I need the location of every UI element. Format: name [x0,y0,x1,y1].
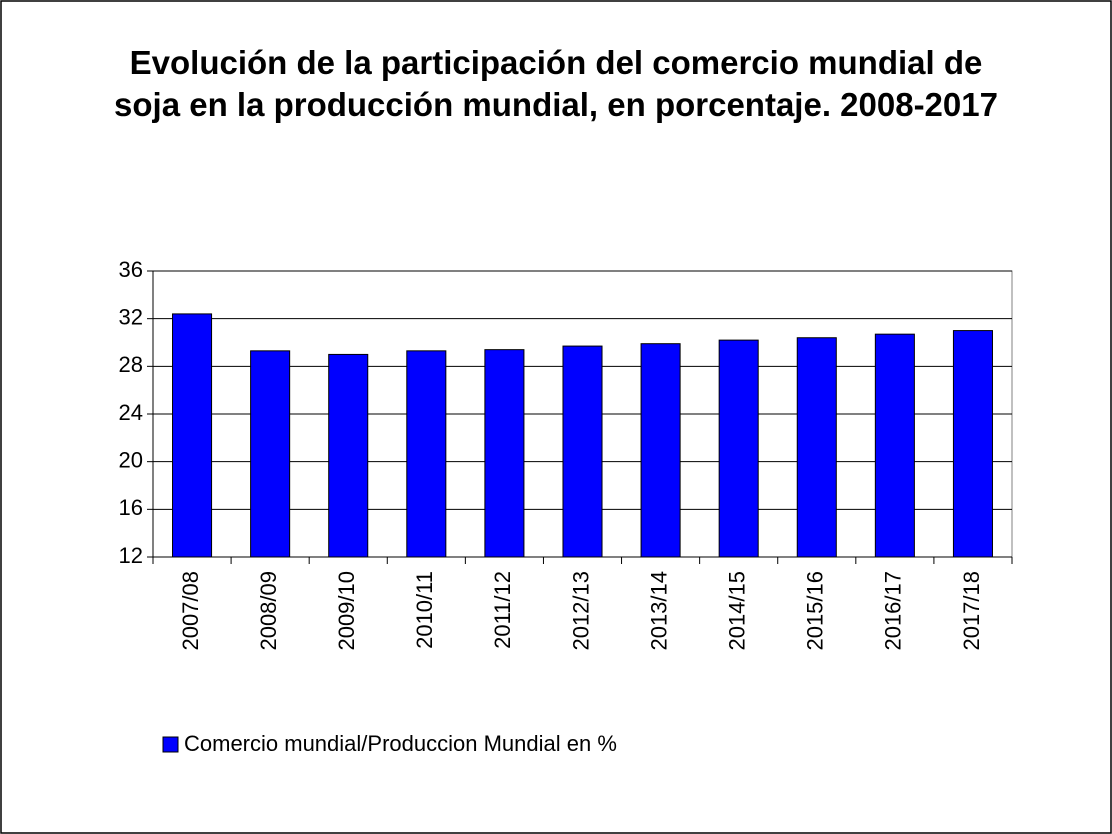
x-tick-label: 2011/12 [490,571,515,649]
y-tick-label: 20 [119,447,143,472]
x-tick-label: 2010/11 [412,571,437,649]
bar [952,330,993,558]
bar [328,353,369,558]
x-tick-label: 2009/10 [334,571,359,651]
y-tick-label: 28 [119,352,143,377]
x-tick-label: 2013/14 [646,571,671,651]
bar [718,339,759,558]
legend-label: Comercio mundial/Produccion Mundial en % [184,731,617,756]
bar [562,345,603,558]
chart-title: Evolución de la participación del comerc… [114,44,998,123]
x-tick-label: 2017/18 [959,571,984,651]
x-tick-label: 2015/16 [803,571,828,651]
legend-swatch [162,736,179,753]
y-tick-label: 24 [119,400,143,425]
x-tick-label: 2007/08 [178,571,203,651]
y-tick-label: 36 [119,257,143,282]
y-tick-label: 32 [119,304,143,329]
y-tick-label: 16 [119,495,143,520]
x-tick-label: 2016/17 [881,571,906,651]
bar [250,350,291,558]
bar [406,350,447,558]
bar [874,333,915,558]
bar [484,349,525,558]
x-tick-label: 2008/09 [256,571,281,651]
bar [172,313,213,558]
x-tick-label: 2014/15 [724,571,749,651]
bar [796,337,837,558]
x-tick-label: 2012/13 [568,571,593,651]
bar [640,343,681,558]
y-tick-label: 12 [119,543,143,568]
